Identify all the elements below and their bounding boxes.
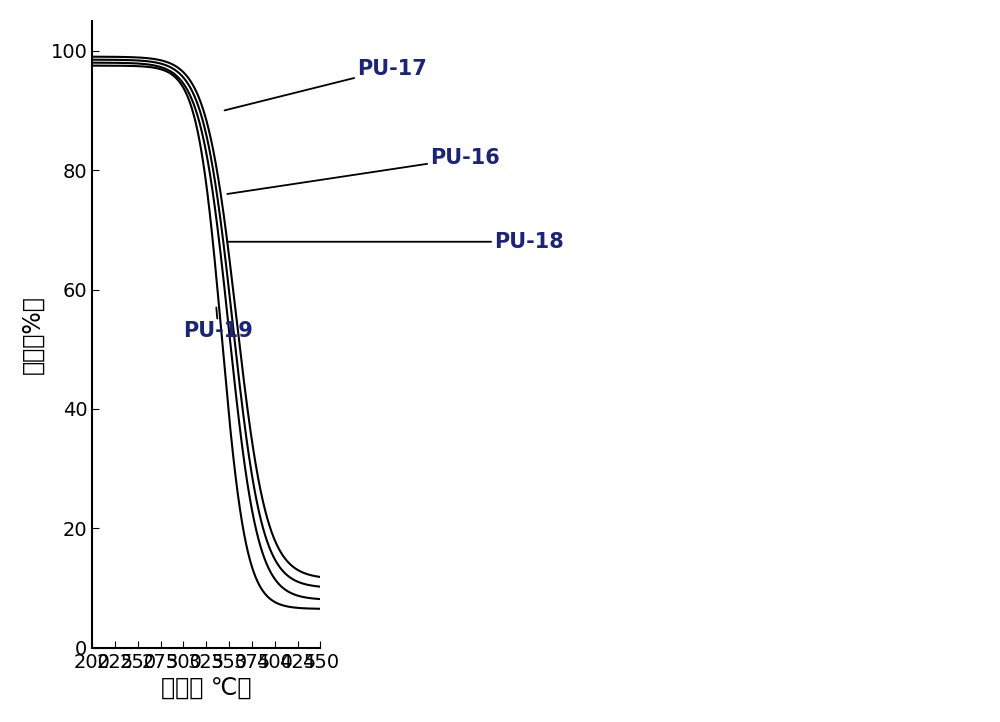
Y-axis label: 重量（%）: 重量（%）	[21, 295, 45, 374]
Text: PU-18: PU-18	[227, 232, 564, 252]
Text: PU-17: PU-17	[225, 58, 427, 110]
Text: PU-19: PU-19	[183, 308, 253, 342]
X-axis label: 温度（ ℃）: 温度（ ℃）	[161, 677, 252, 701]
Text: PU-16: PU-16	[227, 148, 500, 194]
